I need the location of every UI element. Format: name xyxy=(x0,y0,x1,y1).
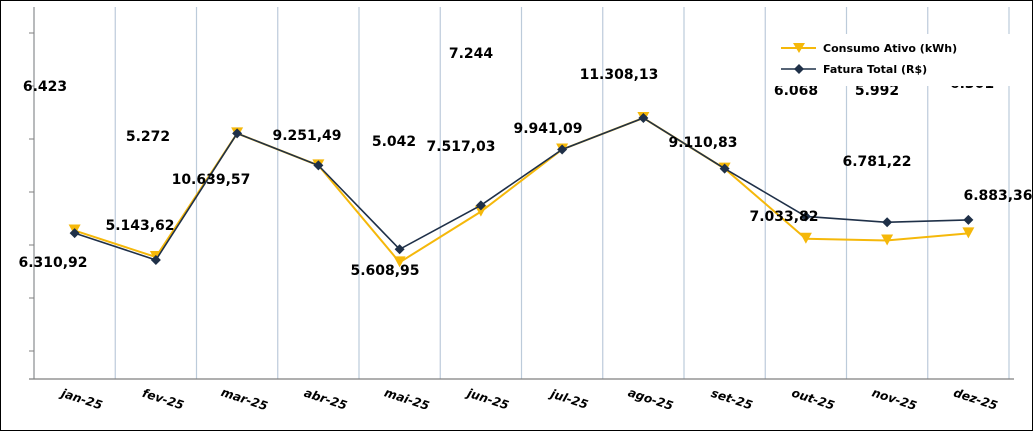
fatura-point xyxy=(882,217,893,228)
fatura-data-label: 7.033,82 xyxy=(749,209,818,225)
fatura-data-label: 5.608,95 xyxy=(350,263,419,279)
x-tick-label: jul-25 xyxy=(547,386,590,412)
fatura-point xyxy=(394,244,405,255)
consumo-point xyxy=(799,232,812,244)
consumo-data-label: 7.244 xyxy=(449,46,494,62)
consumo-point xyxy=(881,234,894,246)
legend-marker-consumo xyxy=(793,43,805,53)
fatura-point xyxy=(150,255,161,265)
consumo-data-label: 5.272 xyxy=(126,129,170,145)
consumo-data-label: 5.992 xyxy=(855,83,899,99)
fatura-point xyxy=(638,113,649,123)
fatura-data-label: 6.310,92 xyxy=(18,255,87,271)
fatura-point xyxy=(232,128,243,139)
consumo-data-label: 5.042 xyxy=(372,134,416,150)
consumo-point xyxy=(474,205,487,217)
legend-label-consumo: Consumo Ativo (kWh) xyxy=(823,42,957,55)
fatura-data-label: 9.941,09 xyxy=(513,121,582,137)
x-tick-label: out-25 xyxy=(790,386,836,413)
fatura-point xyxy=(475,200,486,211)
fatura-data-label: 6.781,22 xyxy=(842,154,911,170)
fatura-data-label: 10.639,57 xyxy=(172,172,251,188)
legend-box xyxy=(771,34,1029,86)
fatura-data-label: 9.251,49 xyxy=(272,128,341,144)
consumo-point xyxy=(962,227,975,239)
x-tick-label: jan-25 xyxy=(58,385,105,412)
consumo-data-label: 6.423 xyxy=(23,79,67,95)
fatura-point xyxy=(557,144,568,155)
legend-marker-fatura xyxy=(794,64,804,74)
legend-label-fatura: Fatura Total (R$) xyxy=(823,63,927,76)
x-tick-label: set-25 xyxy=(709,386,754,413)
x-tick-label: ago-25 xyxy=(626,385,675,413)
fatura-data-label: 9.110,83 xyxy=(668,135,737,151)
x-tick-label: dez-25 xyxy=(952,386,1000,413)
fatura-data-label: 5.143,62 xyxy=(105,218,174,234)
fatura-point xyxy=(800,211,811,222)
fatura-data-label: 7.517,03 xyxy=(426,139,495,155)
fatura-point xyxy=(963,214,974,225)
x-tick-label: mar-25 xyxy=(219,385,269,413)
x-tick-label: nov-25 xyxy=(870,385,918,413)
x-tick-label: abr-25 xyxy=(302,386,348,413)
consumo-point xyxy=(393,256,406,268)
fatura-point xyxy=(69,228,80,239)
x-tick-label: jun-25 xyxy=(464,385,511,412)
x-tick-label: fev-25 xyxy=(141,386,186,413)
fatura-point xyxy=(313,160,324,171)
fatura-data-label: 11.308,13 xyxy=(580,67,659,83)
fatura-data-label: 6.883,36 xyxy=(963,188,1032,204)
series-line-fatura xyxy=(74,117,969,261)
x-tick-label: mai-25 xyxy=(383,385,431,413)
consumo-data-label: 6.068 xyxy=(774,83,818,99)
fatura-point xyxy=(719,163,730,174)
